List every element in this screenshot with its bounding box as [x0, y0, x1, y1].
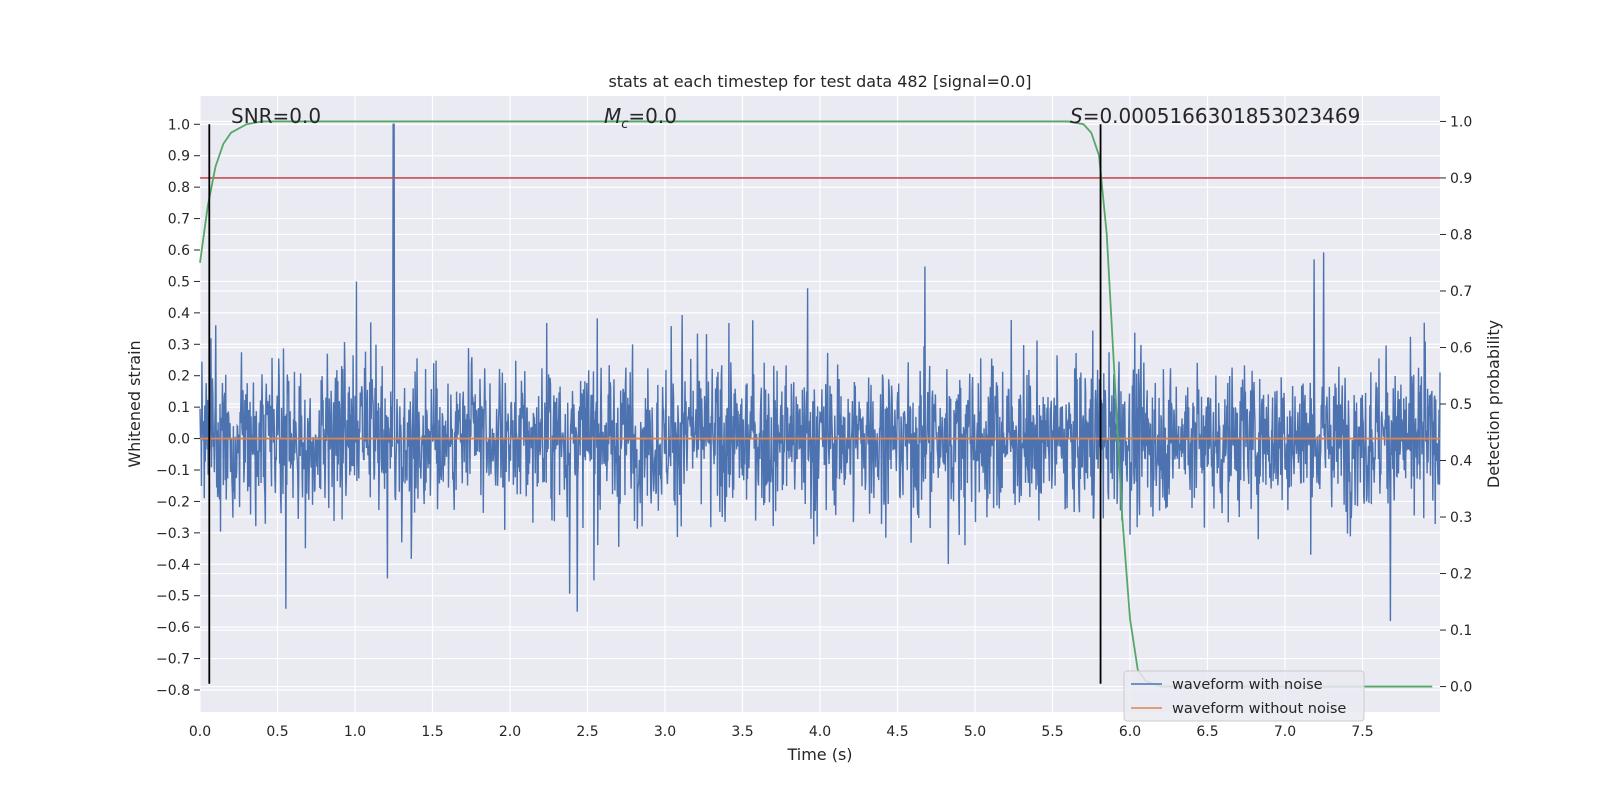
x-ticks: 0.0 0.5 1.0 1.5 2.0 2.5 3.0 3.5 4.0 4.5 5.0 5.5 6.0 6…	[189, 724, 1374, 740]
legend-box	[1123, 670, 1365, 722]
y2-tick-label: 0.9	[1450, 171, 1472, 187]
x-tick-label: 1.0	[344, 724, 366, 740]
x-tick-label: 6.0	[1119, 724, 1141, 740]
y-tick-label: 0.4	[168, 306, 190, 322]
y-tick-label: −0.3	[156, 526, 190, 542]
y-axis-label: Whitened strain	[125, 340, 144, 467]
s-value: =0.0005166301853023469	[1083, 104, 1361, 128]
y2-tick-label: 0.1	[1450, 623, 1472, 639]
y-tick-label: 0.3	[168, 337, 190, 353]
y-tick-label: −0.7	[156, 652, 190, 668]
series-layer	[199, 120, 1441, 688]
legend-label-waveform-with-noise: waveform with noise	[1172, 677, 1323, 693]
y-tick-label: 0.9	[168, 149, 190, 165]
x-tick-label: 0.5	[266, 724, 288, 740]
x-tick-label: 2.5	[576, 724, 598, 740]
y-tick-label: 0.6	[168, 243, 190, 259]
snr-annotation: SNR=0.0	[231, 104, 321, 128]
y-tick-label: −0.4	[156, 557, 190, 573]
y2-tick-label: 0.8	[1450, 227, 1472, 243]
s-symbol: S	[1070, 104, 1083, 128]
y2-axis-label: Detection probability	[1484, 320, 1503, 488]
y2-tick-label: 0.4	[1450, 454, 1472, 470]
x-tick-label: 0.0	[189, 724, 211, 740]
y2-tick-label: 0.2	[1450, 567, 1472, 583]
y-tick-label: −0.6	[156, 620, 190, 636]
y2-tick-label: 0.0	[1450, 680, 1472, 696]
chirp-mass-symbol: M	[604, 104, 621, 128]
y-tick-label: 0.7	[168, 212, 190, 228]
s-annotation: S=0.0005166301853023469	[1070, 104, 1360, 128]
x-tick-label: 3.5	[731, 724, 753, 740]
y-tick-label: 0.5	[168, 274, 190, 290]
x-tick-label: 6.5	[1196, 724, 1218, 740]
chirp-mass-value: =0.0	[628, 104, 677, 128]
y2-tick-label: 0.3	[1450, 510, 1472, 526]
y-tick-label: −0.5	[156, 589, 190, 605]
y-tick-label: −0.2	[156, 494, 190, 510]
chirp-mass-subscript: c	[621, 117, 628, 132]
y-tick-label: 0.2	[168, 369, 190, 385]
x-tick-label: 5.5	[1041, 724, 1063, 740]
x-tick-label: 7.5	[1351, 724, 1373, 740]
y2-tick-label: 0.6	[1450, 340, 1472, 356]
chart-title: stats at each timestep for test data 482…	[608, 72, 1031, 91]
x-tick-label: 4.0	[809, 724, 831, 740]
x-tick-label: 7.0	[1274, 724, 1296, 740]
y-tick-label: 0.8	[168, 180, 190, 196]
y-tick-label: 0.1	[168, 400, 190, 416]
y2-tick-label: 0.5	[1450, 397, 1472, 413]
chirp-mass-annotation: Mc=0.0	[604, 104, 677, 132]
waveform-with-noise-line	[199, 123, 1441, 621]
y-tick-label: −0.1	[156, 463, 190, 479]
y-ticks: 1.0 0.9 0.8 0.7 0.6 0.5 0.4 0.3 0.2 0.1 0.0 −0.1 −0.…	[156, 117, 200, 699]
y-tick-label: −0.8	[156, 683, 190, 699]
x-tick-label: 1.5	[421, 724, 443, 740]
x-tick-label: 2.0	[499, 724, 521, 740]
legend: waveform with noise waveform without noi…	[1123, 670, 1365, 722]
y2-ticks: 1.0 0.9 0.8 0.7 0.6 0.5 0.4 0.3 0.2 0.1 0.0	[1440, 114, 1472, 696]
x-tick-label: 5.0	[964, 724, 986, 740]
x-axis-label: Time (s)	[786, 745, 852, 764]
y-tick-label: 0.0	[168, 432, 190, 448]
x-tick-label: 4.5	[886, 724, 908, 740]
detection-probability-line	[199, 120, 1433, 688]
y-tick-label: 1.0	[168, 117, 190, 133]
y2-tick-label: 1.0	[1450, 114, 1472, 130]
x-tick-label: 3.0	[654, 724, 676, 740]
y2-tick-label: 0.7	[1450, 284, 1472, 300]
legend-label-waveform-without-noise: waveform without noise	[1172, 701, 1346, 717]
